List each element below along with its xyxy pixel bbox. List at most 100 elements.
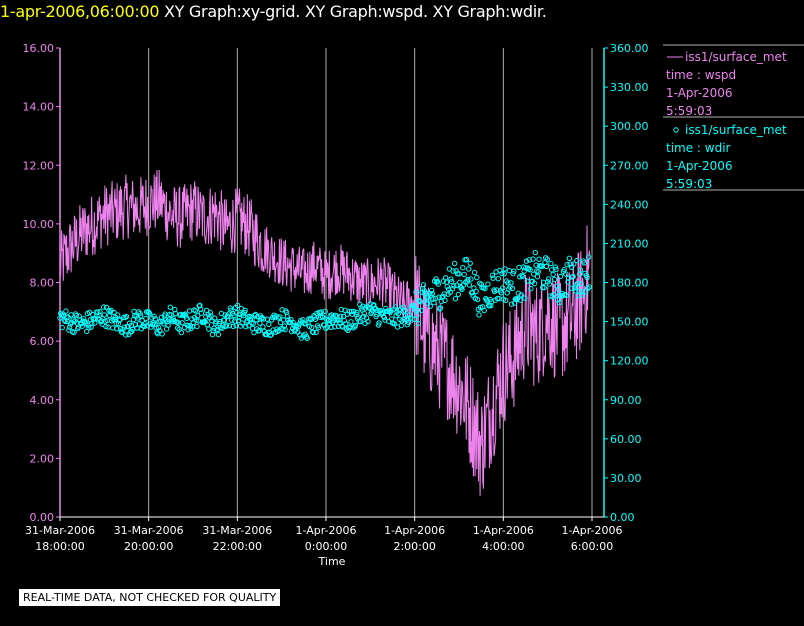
wdir-point bbox=[310, 329, 316, 336]
quality-notice: REAL-TIME DATA, NOT CHECKED FOR QUALITY bbox=[19, 589, 281, 606]
wdir-point bbox=[570, 273, 576, 280]
x-tick-label: 31-Mar-2006 bbox=[25, 524, 95, 537]
wdir-point bbox=[574, 280, 581, 287]
wdir-point bbox=[544, 256, 550, 262]
wdir-point bbox=[531, 271, 537, 277]
wdir-point bbox=[186, 308, 193, 314]
wdir-point bbox=[121, 324, 128, 330]
wdir-point bbox=[206, 326, 212, 332]
wdir-point bbox=[414, 307, 421, 313]
wdir-point bbox=[131, 308, 137, 315]
wdir-point bbox=[523, 265, 529, 271]
wdir-point bbox=[495, 276, 501, 282]
wdir-point bbox=[151, 313, 157, 319]
wdir-point bbox=[535, 269, 541, 275]
wdir-point bbox=[499, 270, 505, 277]
wdir-point bbox=[485, 281, 491, 287]
wdir-point bbox=[584, 274, 590, 281]
wdir-point bbox=[304, 335, 310, 342]
wdir-point bbox=[208, 313, 214, 319]
wdir-point bbox=[429, 290, 436, 297]
wdir-point bbox=[392, 304, 399, 310]
wdir-point bbox=[523, 258, 530, 264]
left-tick-label: 12.00 bbox=[23, 159, 55, 172]
wdir-point bbox=[284, 313, 290, 320]
wdir-point bbox=[536, 256, 542, 262]
wdir-point bbox=[328, 324, 334, 330]
wdir-point bbox=[297, 332, 303, 338]
wdir-point bbox=[312, 316, 319, 322]
wdir-point bbox=[137, 310, 143, 317]
wdir-point bbox=[400, 308, 407, 315]
wdir-point bbox=[71, 329, 77, 336]
wdir-point bbox=[563, 271, 569, 277]
wdir-point bbox=[476, 312, 482, 318]
wdir-point bbox=[448, 276, 454, 282]
wdir-point bbox=[198, 310, 205, 316]
wdir-point bbox=[251, 329, 257, 336]
wdir-point bbox=[360, 313, 367, 320]
wdir-point bbox=[195, 313, 201, 319]
wdir-point bbox=[576, 288, 582, 294]
wdir-point bbox=[246, 323, 252, 329]
wdir-point bbox=[449, 278, 455, 285]
wdir-point bbox=[172, 310, 179, 317]
left-tick-label: 16.00 bbox=[23, 42, 55, 55]
wdir-point bbox=[467, 260, 473, 266]
wdir-point bbox=[395, 311, 401, 317]
x-tick-label: 31-Mar-2006 bbox=[114, 524, 184, 537]
wdir-point bbox=[266, 321, 272, 327]
wdir-point bbox=[363, 305, 369, 311]
wdir-point bbox=[482, 285, 488, 292]
wdir-point bbox=[563, 292, 570, 298]
wdir-point bbox=[572, 288, 578, 294]
wdir-point bbox=[179, 320, 185, 326]
wdir-point bbox=[508, 301, 515, 307]
wdir-point bbox=[489, 272, 496, 278]
wdir-point bbox=[381, 314, 387, 321]
wdir-point bbox=[178, 329, 185, 336]
wdir-point bbox=[555, 286, 561, 292]
wdir-point bbox=[237, 323, 244, 329]
wdir-point bbox=[68, 312, 74, 318]
wdir-point bbox=[231, 312, 237, 319]
wdir-point bbox=[522, 295, 528, 301]
wdir-point bbox=[146, 311, 153, 317]
legend-text: 5:59:03 bbox=[666, 104, 712, 118]
wdir-point bbox=[165, 322, 171, 328]
wdir-point bbox=[532, 249, 538, 256]
wdir-point bbox=[365, 318, 371, 325]
legend-text: 5:59:03 bbox=[666, 177, 712, 191]
wdir-point bbox=[260, 316, 267, 322]
wdir-point bbox=[446, 286, 452, 292]
wdir-point bbox=[466, 266, 472, 272]
wdir-point bbox=[541, 285, 547, 291]
wdir-point bbox=[426, 297, 432, 304]
left-tick-label: 0.00 bbox=[30, 511, 55, 524]
graph-title: XY Graph:xy-grid. XY Graph:wspd. XY Grap… bbox=[164, 2, 547, 21]
wdir-point bbox=[354, 309, 360, 316]
wdir-point bbox=[349, 308, 355, 315]
wdir-point bbox=[565, 279, 571, 285]
wdir-point bbox=[352, 322, 359, 329]
wdir-point bbox=[586, 284, 593, 290]
wdir-point bbox=[70, 317, 77, 323]
wdir-point bbox=[138, 313, 144, 319]
wdir-point bbox=[126, 331, 132, 338]
wdir-point bbox=[444, 283, 450, 290]
wdir-point bbox=[343, 321, 349, 327]
wdir-point bbox=[235, 302, 241, 309]
wdir-point bbox=[551, 276, 558, 283]
wdir-point bbox=[337, 313, 344, 319]
left-tick-label: 6.00 bbox=[30, 335, 55, 348]
wdir-point bbox=[530, 256, 536, 262]
wdir-point bbox=[175, 320, 182, 326]
wdir-point bbox=[557, 299, 563, 306]
wdir-point bbox=[109, 325, 116, 331]
wdir-point bbox=[280, 326, 286, 332]
wdir-point bbox=[548, 260, 554, 267]
wdir-point bbox=[474, 274, 480, 281]
wdir-point bbox=[415, 320, 421, 327]
wdir-point bbox=[585, 285, 591, 291]
